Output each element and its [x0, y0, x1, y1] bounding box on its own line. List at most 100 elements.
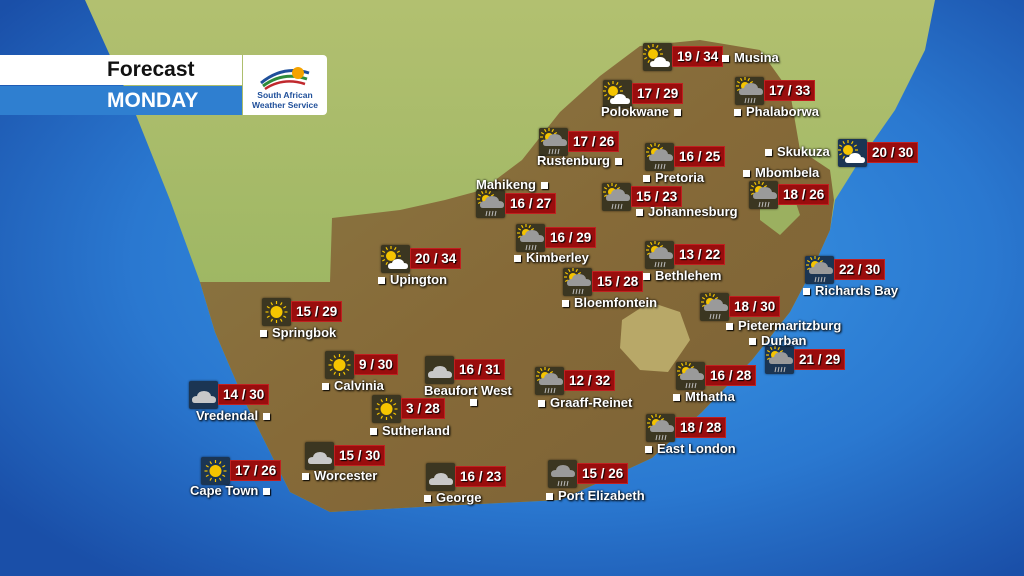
partly-cloudy-icon — [838, 139, 867, 167]
cloud-icon — [189, 381, 218, 409]
city-marker-richards-bay — [803, 288, 810, 295]
temp-springbok: 15 / 29 — [291, 301, 343, 322]
city-marker-pietermaritzburg — [726, 323, 733, 330]
city-label-kimberley: Kimberley — [526, 250, 589, 265]
sun-cloud-rain-icon — [765, 346, 794, 374]
sun-cloud-rain-icon — [535, 367, 564, 395]
temp-cape-town: 17 / 26 — [230, 460, 282, 481]
temp-graaff-reinet: 12 / 32 — [564, 370, 616, 391]
city-marker-cape-town — [263, 488, 270, 495]
city-label-phalaborwa: Phalaborwa — [746, 104, 819, 119]
city-label-musina: Musina — [734, 50, 779, 65]
temp-kimberley: 16 / 29 — [545, 227, 597, 248]
partly-cloudy-icon — [643, 43, 672, 71]
city-label-port-elizabeth: Port Elizabeth — [558, 488, 645, 503]
city-marker-beaufort-west — [470, 399, 477, 406]
city-marker-durban — [749, 338, 756, 345]
sun-cloud-rain-icon — [676, 362, 705, 390]
logo-line2: Weather Service — [252, 100, 318, 110]
city-marker-bloemfontein — [562, 300, 569, 307]
city-marker-vredendal — [263, 413, 270, 420]
city-marker-calvinia — [322, 383, 329, 390]
sun-cloud-rain-icon — [805, 256, 834, 284]
lesotho — [620, 302, 690, 372]
cloud-icon — [426, 463, 455, 491]
forecast-title: Forecast — [107, 58, 195, 81]
temp-george: 16 / 23 — [455, 466, 507, 487]
city-marker-east-london — [645, 446, 652, 453]
temp-beaufort-west: 16 / 31 — [454, 359, 506, 380]
city-marker-johannesburg — [636, 209, 643, 216]
temp-mthatha: 16 / 28 — [705, 365, 757, 386]
temp-musina: 19 / 34 — [672, 46, 724, 67]
city-label-calvinia: Calvinia — [334, 378, 384, 393]
temp-rustenburg: 17 / 26 — [568, 131, 620, 152]
city-marker-bethlehem — [643, 273, 650, 280]
temp-durban: 21 / 29 — [794, 349, 846, 370]
city-label-graaff-reinet: Graaff-Reinet — [550, 395, 633, 410]
city-label-rustenburg: Rustenburg — [537, 153, 610, 168]
city-label-east-london: East London — [657, 441, 736, 456]
temp-sutherland: 3 / 28 — [401, 398, 445, 419]
city-label-sutherland: Sutherland — [382, 423, 450, 438]
city-marker-polokwane — [674, 109, 681, 116]
temp-port-elizabeth: 15 / 26 — [577, 463, 629, 484]
temp-pretoria: 16 / 25 — [674, 146, 726, 167]
city-marker-graaff-reinet — [538, 400, 545, 407]
header-day-band — [0, 86, 242, 115]
city-label-johannesburg: Johannesburg — [648, 204, 738, 219]
city-marker-sutherland — [370, 428, 377, 435]
city-label-mahikeng: Mahikeng — [476, 177, 536, 192]
sun-icon — [372, 395, 401, 423]
city-label-mthatha: Mthatha — [685, 389, 735, 404]
temp-richards-bay: 22 / 30 — [834, 259, 886, 280]
sun-icon — [325, 351, 354, 379]
saws-logo: South African Weather Service — [243, 55, 327, 115]
sun-icon — [262, 298, 291, 326]
temp-calvinia: 9 / 30 — [354, 354, 398, 375]
city-marker-musina — [722, 55, 729, 62]
temp-vredendal: 14 / 30 — [218, 384, 270, 405]
city-label-skukuza: Skukuza — [777, 144, 830, 159]
city-marker-upington — [378, 277, 385, 284]
city-label-durban: Durban — [761, 333, 807, 348]
city-label-bethlehem: Bethlehem — [655, 268, 722, 283]
temp-worcester: 15 / 30 — [334, 445, 386, 466]
partly-cloudy-icon — [603, 80, 632, 108]
sun-cloud-rain-icon — [645, 241, 674, 269]
city-marker-springbok — [260, 330, 267, 337]
sun-cloud-rain-icon — [516, 224, 545, 252]
temp-east-london: 18 / 28 — [675, 417, 727, 438]
header-title-band — [0, 55, 242, 85]
sun-cloud-rain-icon — [602, 183, 631, 211]
city-label-worcester: Worcester — [314, 468, 378, 483]
city-label-beaufort-west: Beaufort West — [424, 383, 512, 398]
temp-johannesburg: 15 / 23 — [631, 186, 683, 207]
temp-skukuza: 20 / 30 — [867, 142, 919, 163]
temp-bethlehem: 13 / 22 — [674, 244, 726, 265]
sun-cloud-rain-icon — [749, 181, 778, 209]
city-label-springbok: Springbok — [272, 325, 337, 340]
city-label-bloemfontein: Bloemfontein — [574, 295, 658, 310]
temp-polokwane: 17 / 29 — [632, 83, 684, 104]
city-label-upington: Upington — [390, 272, 448, 287]
cloud-icon — [305, 442, 334, 470]
city-marker-mthatha — [673, 394, 680, 401]
temp-mbombela: 18 / 26 — [778, 184, 830, 205]
city-label-george: George — [436, 490, 482, 505]
city-label-cape-town: Cape Town — [190, 483, 259, 498]
sun-cloud-rain-icon — [735, 77, 764, 105]
city-label-mbombela: Mbombela — [755, 165, 820, 180]
temp-bloemfontein: 15 / 28 — [592, 271, 644, 292]
temp-pietermaritzburg: 18 / 30 — [729, 296, 781, 317]
city-marker-phalaborwa — [734, 109, 741, 116]
city-label-richards-bay: Richards Bay — [815, 283, 899, 298]
sun-icon — [201, 457, 230, 485]
city-marker-kimberley — [514, 255, 521, 262]
sun-cloud-rain-icon — [646, 414, 675, 442]
sun-cloud-rain-icon — [539, 128, 568, 156]
city-label-pretoria: Pretoria — [655, 170, 705, 185]
temp-mahikeng: 16 / 27 — [505, 193, 557, 214]
rain-icon — [548, 460, 577, 488]
city-label-vredendal: Vredendal — [196, 408, 259, 423]
